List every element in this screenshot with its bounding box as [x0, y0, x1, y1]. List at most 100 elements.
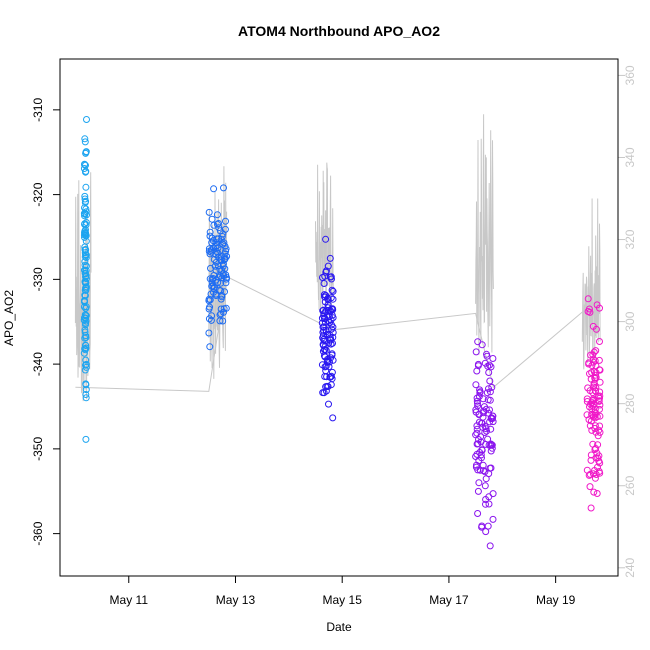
data-point: [80, 231, 88, 239]
y2-tick-label: 320: [623, 229, 637, 249]
data-point: [591, 357, 599, 365]
data-point: [483, 389, 491, 397]
data-point: [481, 482, 489, 490]
y-tick-label: -320: [31, 182, 45, 206]
data-point: [472, 381, 480, 389]
data-point: [81, 345, 89, 353]
data-point: [82, 380, 90, 388]
data-point: [210, 221, 218, 229]
data-point: [473, 367, 481, 375]
data-point: [205, 208, 213, 216]
data-point: [486, 361, 493, 369]
data-point: [82, 344, 90, 352]
data-point: [596, 459, 604, 467]
data-point: [223, 252, 231, 260]
data-point: [486, 377, 494, 385]
data-point: [322, 387, 330, 395]
data-point: [80, 316, 88, 324]
gray-line-segment: [475, 114, 494, 355]
data-point: [592, 362, 600, 370]
data-point: [486, 388, 494, 396]
y-tick-label: -310: [31, 98, 45, 122]
data-point: [482, 528, 490, 536]
data-point: [325, 317, 333, 325]
data-point: [218, 274, 226, 282]
data-point: [81, 135, 89, 143]
data-point: [211, 243, 219, 251]
data-point: [222, 304, 230, 312]
data-point: [328, 275, 335, 283]
data-point: [475, 392, 483, 400]
data-point: [472, 406, 480, 414]
data-point: [486, 396, 494, 404]
gray-line-connector: [75, 275, 601, 392]
data-point: [328, 350, 336, 358]
data-point: [325, 400, 332, 408]
data-point: [324, 357, 332, 365]
data-point: [218, 266, 226, 274]
data-point: [476, 389, 484, 397]
data-point: [585, 416, 593, 424]
data-point: [474, 440, 482, 448]
data-point: [488, 383, 496, 391]
data-point: [218, 291, 226, 299]
data-point: [475, 410, 483, 418]
data-point: [80, 303, 88, 311]
data-point: [586, 370, 593, 378]
data-point: [322, 235, 330, 243]
data-point: [82, 283, 90, 291]
data-point: [82, 314, 90, 322]
x-tick-label: May 11: [110, 593, 149, 607]
data-point: [82, 246, 90, 254]
data-point: [82, 304, 90, 312]
data-point: [590, 488, 598, 496]
data-point: [82, 332, 90, 340]
data-point: [219, 240, 227, 248]
data-point: [329, 414, 337, 422]
data-point: [213, 220, 221, 228]
data-point: [483, 352, 491, 360]
data-point: [592, 325, 600, 333]
data-point: [328, 368, 336, 376]
y-tick-label: -360: [31, 521, 45, 545]
data-point: [328, 286, 336, 294]
data-point: [321, 293, 328, 301]
data-point: [213, 235, 221, 243]
data-point: [328, 311, 336, 319]
data-point: [324, 294, 332, 302]
data-point: [329, 287, 337, 295]
data-point: [594, 432, 602, 440]
data-point: [485, 500, 493, 508]
data-point: [222, 279, 230, 287]
data-point: [81, 258, 89, 266]
data-point: [592, 454, 600, 462]
data-point: [81, 161, 89, 169]
data-point: [584, 295, 592, 303]
data-point: [324, 262, 332, 270]
plot-frame: [59, 58, 619, 577]
data-point: [319, 341, 327, 349]
data-point: [586, 483, 594, 491]
data-point: [323, 382, 331, 390]
y-tick-label: -330: [31, 267, 45, 291]
data-point: [82, 219, 90, 226]
data-point: [217, 295, 225, 303]
data-point: [322, 308, 330, 316]
y2-tick-label: 340: [623, 147, 637, 167]
data-point: [205, 329, 213, 337]
data-point: [208, 282, 216, 290]
data-point: [217, 305, 225, 313]
data-point: [329, 329, 337, 336]
data-point: [219, 317, 227, 325]
data-point: [476, 449, 484, 456]
data-point: [319, 274, 326, 281]
data-point: [596, 405, 603, 413]
data-point: [591, 474, 599, 482]
data-point: [81, 253, 89, 261]
data-point: [587, 351, 595, 359]
data-point: [592, 428, 600, 436]
data-point: [81, 209, 89, 217]
data-point: [484, 522, 492, 530]
data-point: [326, 334, 334, 342]
data-point: [593, 301, 601, 309]
